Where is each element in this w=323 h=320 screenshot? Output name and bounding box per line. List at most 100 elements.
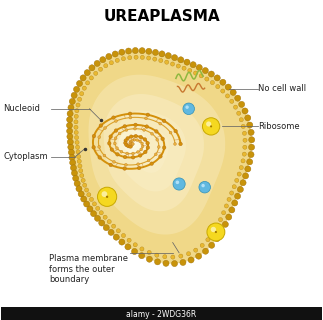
Circle shape [112,51,118,57]
Circle shape [154,153,157,156]
Circle shape [111,224,116,228]
Circle shape [67,139,73,145]
Circle shape [124,135,142,153]
Circle shape [245,166,251,172]
Circle shape [240,180,246,186]
Circle shape [115,58,120,62]
Circle shape [121,57,126,61]
Circle shape [84,201,90,207]
Circle shape [156,138,159,141]
Circle shape [123,167,126,170]
Circle shape [165,52,172,59]
Circle shape [98,187,117,206]
Circle shape [79,169,83,173]
Circle shape [127,144,130,148]
Circle shape [214,236,220,242]
Circle shape [153,57,157,61]
Circle shape [243,138,247,142]
Circle shape [131,143,134,145]
Circle shape [112,116,115,119]
Circle shape [94,71,98,76]
Circle shape [139,154,142,157]
Circle shape [207,223,225,241]
Circle shape [74,130,78,134]
Circle shape [137,150,139,153]
Circle shape [98,156,101,159]
Circle shape [205,77,209,81]
Circle shape [139,135,142,139]
Circle shape [186,252,191,256]
Circle shape [225,94,230,98]
Circle shape [193,248,198,252]
Circle shape [124,139,128,142]
Circle shape [67,116,73,123]
Circle shape [230,99,234,103]
Circle shape [134,123,137,127]
Circle shape [103,215,107,219]
Circle shape [208,71,214,77]
Polygon shape [117,110,186,191]
Circle shape [76,186,82,192]
Circle shape [115,120,117,123]
Circle shape [101,191,107,197]
Circle shape [100,57,106,63]
Circle shape [232,185,236,189]
Circle shape [182,66,186,70]
Text: Cytoplasm: Cytoplasm [3,152,48,161]
Circle shape [123,155,127,159]
Circle shape [74,120,78,124]
Circle shape [109,61,113,65]
Circle shape [74,114,78,118]
Circle shape [109,135,112,138]
Circle shape [116,229,120,233]
Circle shape [215,231,217,233]
Circle shape [176,64,180,68]
Circle shape [242,108,248,114]
Circle shape [243,173,249,179]
Circle shape [81,178,85,182]
Circle shape [216,84,220,89]
Circle shape [211,227,216,232]
Circle shape [98,145,100,148]
Circle shape [71,92,77,98]
Circle shape [159,59,163,63]
Circle shape [139,140,141,143]
Circle shape [92,146,95,149]
Polygon shape [104,94,204,211]
Circle shape [94,215,100,221]
Circle shape [201,184,205,187]
Circle shape [87,206,93,212]
Circle shape [243,145,247,149]
Circle shape [188,257,194,263]
Circle shape [78,164,82,168]
Circle shape [206,121,211,127]
Circle shape [203,118,220,135]
Circle shape [241,124,245,129]
Circle shape [83,183,87,187]
Circle shape [227,197,231,202]
Circle shape [98,136,101,139]
Circle shape [124,141,127,145]
Circle shape [145,125,149,128]
Circle shape [133,138,136,141]
Text: Ribosome: Ribosome [258,122,300,131]
Circle shape [145,117,147,120]
Circle shape [196,253,202,259]
Circle shape [67,111,73,117]
Circle shape [196,64,202,70]
Circle shape [206,238,210,242]
Circle shape [71,170,78,176]
Circle shape [69,155,75,161]
Circle shape [104,127,107,130]
Circle shape [113,142,116,145]
Circle shape [203,248,209,254]
Circle shape [141,145,144,148]
Circle shape [120,150,123,153]
Circle shape [119,49,125,55]
Circle shape [128,139,138,149]
Circle shape [139,252,145,259]
Circle shape [128,112,132,116]
Circle shape [165,60,169,64]
Circle shape [159,51,165,57]
Circle shape [92,202,97,206]
